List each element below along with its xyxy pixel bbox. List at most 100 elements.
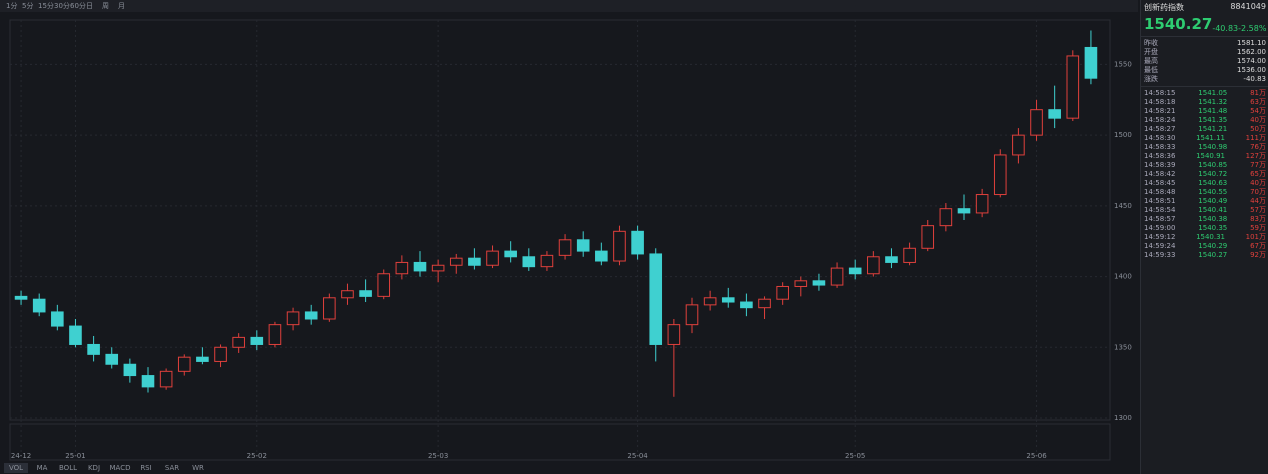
- index-code: 8841049: [1230, 2, 1266, 11]
- x-tick-label: 25-06: [1026, 452, 1047, 460]
- candle-body: [830, 267, 844, 286]
- change-pct: -2.58%: [1238, 24, 1267, 33]
- candle-body: [105, 353, 119, 365]
- stat-value: 1581.10: [1237, 39, 1266, 47]
- indicator-tab[interactable]: KDJ: [88, 464, 100, 472]
- y-tick-label: 1300: [1114, 414, 1132, 422]
- trade-row: 14:58:45 1540.63 40万: [1141, 179, 1268, 188]
- candle-body: [613, 230, 626, 262]
- trade-row: 14:59:33 1540.27 92万: [1141, 251, 1268, 260]
- candle-body: [323, 297, 336, 320]
- timeframe-button[interactable]: 日: [86, 2, 93, 10]
- indicator-tab[interactable]: MA: [37, 464, 48, 472]
- trade-time: 14:58:42: [1144, 170, 1176, 178]
- trade-time: 14:58:45: [1144, 179, 1176, 187]
- trade-row: 14:59:12 1540.31 101万: [1141, 233, 1268, 242]
- trade-price: 1540.85: [1198, 161, 1228, 169]
- trade-volume: 44万: [1250, 197, 1266, 205]
- indicator-frame: [9, 423, 1111, 461]
- candle-body: [1030, 109, 1043, 136]
- trade-volume: 111万: [1245, 134, 1266, 142]
- trade-row: 14:58:24 1541.35 40万: [1141, 116, 1268, 125]
- candle-body: [903, 247, 916, 263]
- timeframe-button[interactable]: 5分: [22, 1, 33, 10]
- stat-row: 最高 1574.00: [1141, 57, 1268, 66]
- candle-body: [377, 273, 391, 297]
- price: 1540.27: [1144, 15, 1213, 33]
- trade-price: 1540.72: [1198, 170, 1228, 178]
- trade-price: 1540.98: [1198, 143, 1228, 151]
- candle-body: [413, 261, 427, 272]
- indicator-tab[interactable]: RSI: [140, 464, 151, 472]
- candle-body: [921, 225, 935, 249]
- tab-bg[interactable]: [4, 463, 28, 473]
- candle-body: [449, 257, 463, 266]
- trade-row: 14:58:57 1540.38 83万: [1141, 215, 1268, 224]
- x-tick-label: 25-03: [428, 452, 448, 460]
- candle-body: [685, 304, 699, 326]
- trade-volume: 77万: [1250, 161, 1266, 169]
- candle-body: [177, 356, 191, 372]
- quote-panel: 创新药指数 8841049 1540.27 -40.83 -2.58% 昨收 15…: [1140, 0, 1268, 474]
- trade-time: 14:59:24: [1144, 242, 1176, 250]
- candle-body: [939, 208, 953, 227]
- candle-body: [268, 324, 282, 345]
- x-tick-label: 24-12: [11, 452, 31, 460]
- timeframe-button[interactable]: 1分: [6, 1, 17, 10]
- trade-volume: 67万: [1250, 242, 1266, 250]
- y-tick-label: 1400: [1114, 273, 1132, 281]
- indicator-tab[interactable]: MACD: [110, 464, 131, 472]
- candle-body: [1048, 109, 1061, 119]
- stat-label: 最低: [1144, 66, 1158, 74]
- trade-volume: 101万: [1245, 233, 1266, 241]
- trade-row: 14:58:42 1540.72 65万: [1141, 170, 1268, 179]
- x-tick-label: 25-04: [627, 452, 648, 460]
- stat-row: 最低 1536.00: [1141, 66, 1268, 75]
- stat-row: 涨跌 -40.83: [1141, 75, 1268, 84]
- candle-body: [649, 253, 663, 345]
- stat-value: -40.83: [1243, 75, 1266, 83]
- trade-row: 14:58:21 1541.48 54万: [1141, 107, 1268, 116]
- x-tick-label: 25-01: [65, 452, 85, 460]
- trade-time: 14:59:12: [1144, 233, 1176, 241]
- timeframe-button[interactable]: 周: [102, 2, 109, 10]
- candle-body: [631, 230, 644, 255]
- stat-value: 1536.00: [1237, 66, 1266, 74]
- timeframe-button[interactable]: 60分: [70, 1, 86, 10]
- trade-price: 1540.55: [1198, 188, 1228, 196]
- timeframe-button[interactable]: 月: [118, 2, 125, 10]
- trade-volume: 76万: [1250, 143, 1266, 151]
- candle-body: [214, 346, 227, 362]
- trade-time: 14:59:33: [1144, 251, 1176, 259]
- trade-volume: 65万: [1250, 170, 1266, 178]
- stat-label: 昨收: [1144, 39, 1158, 47]
- x-tick-label: 25-05: [845, 452, 865, 460]
- indicator-tab[interactable]: VOL: [9, 464, 23, 472]
- timeframe-button[interactable]: 30分: [54, 1, 70, 10]
- candle-body: [703, 297, 717, 306]
- candle-body: [232, 336, 245, 348]
- indicator-tab[interactable]: BOLL: [59, 464, 77, 472]
- trade-price: 1540.91: [1196, 152, 1226, 160]
- trade-time: 14:58:30: [1144, 134, 1176, 142]
- candle-body: [776, 285, 789, 300]
- candle-body: [794, 280, 808, 287]
- timeframe-button[interactable]: 15分: [38, 1, 54, 10]
- candle-body: [1084, 46, 1098, 79]
- stats: 昨收 1581.10 开盘 1562.00 最高 1574.00 最低 1536.00 涨跌 -4…: [1141, 36, 1268, 84]
- candle-body: [304, 311, 318, 320]
- candle-body: [69, 325, 82, 345]
- trade-row: 14:58:33 1540.98 76万: [1141, 143, 1268, 152]
- indicator-tab[interactable]: SAR: [165, 464, 179, 472]
- stat-row: 昨收 1581.10: [1141, 39, 1268, 48]
- trade-price: 1540.27: [1198, 251, 1228, 259]
- candle-body: [32, 298, 46, 313]
- stat-label: 最高: [1144, 57, 1158, 65]
- candle-body: [885, 256, 898, 263]
- indicator-tab[interactable]: WR: [192, 464, 204, 472]
- candle-body: [504, 250, 517, 258]
- candle-body: [286, 311, 300, 326]
- y-tick-label: 1350: [1114, 343, 1132, 351]
- trade-row: 14:58:27 1541.21 50万: [1141, 125, 1268, 134]
